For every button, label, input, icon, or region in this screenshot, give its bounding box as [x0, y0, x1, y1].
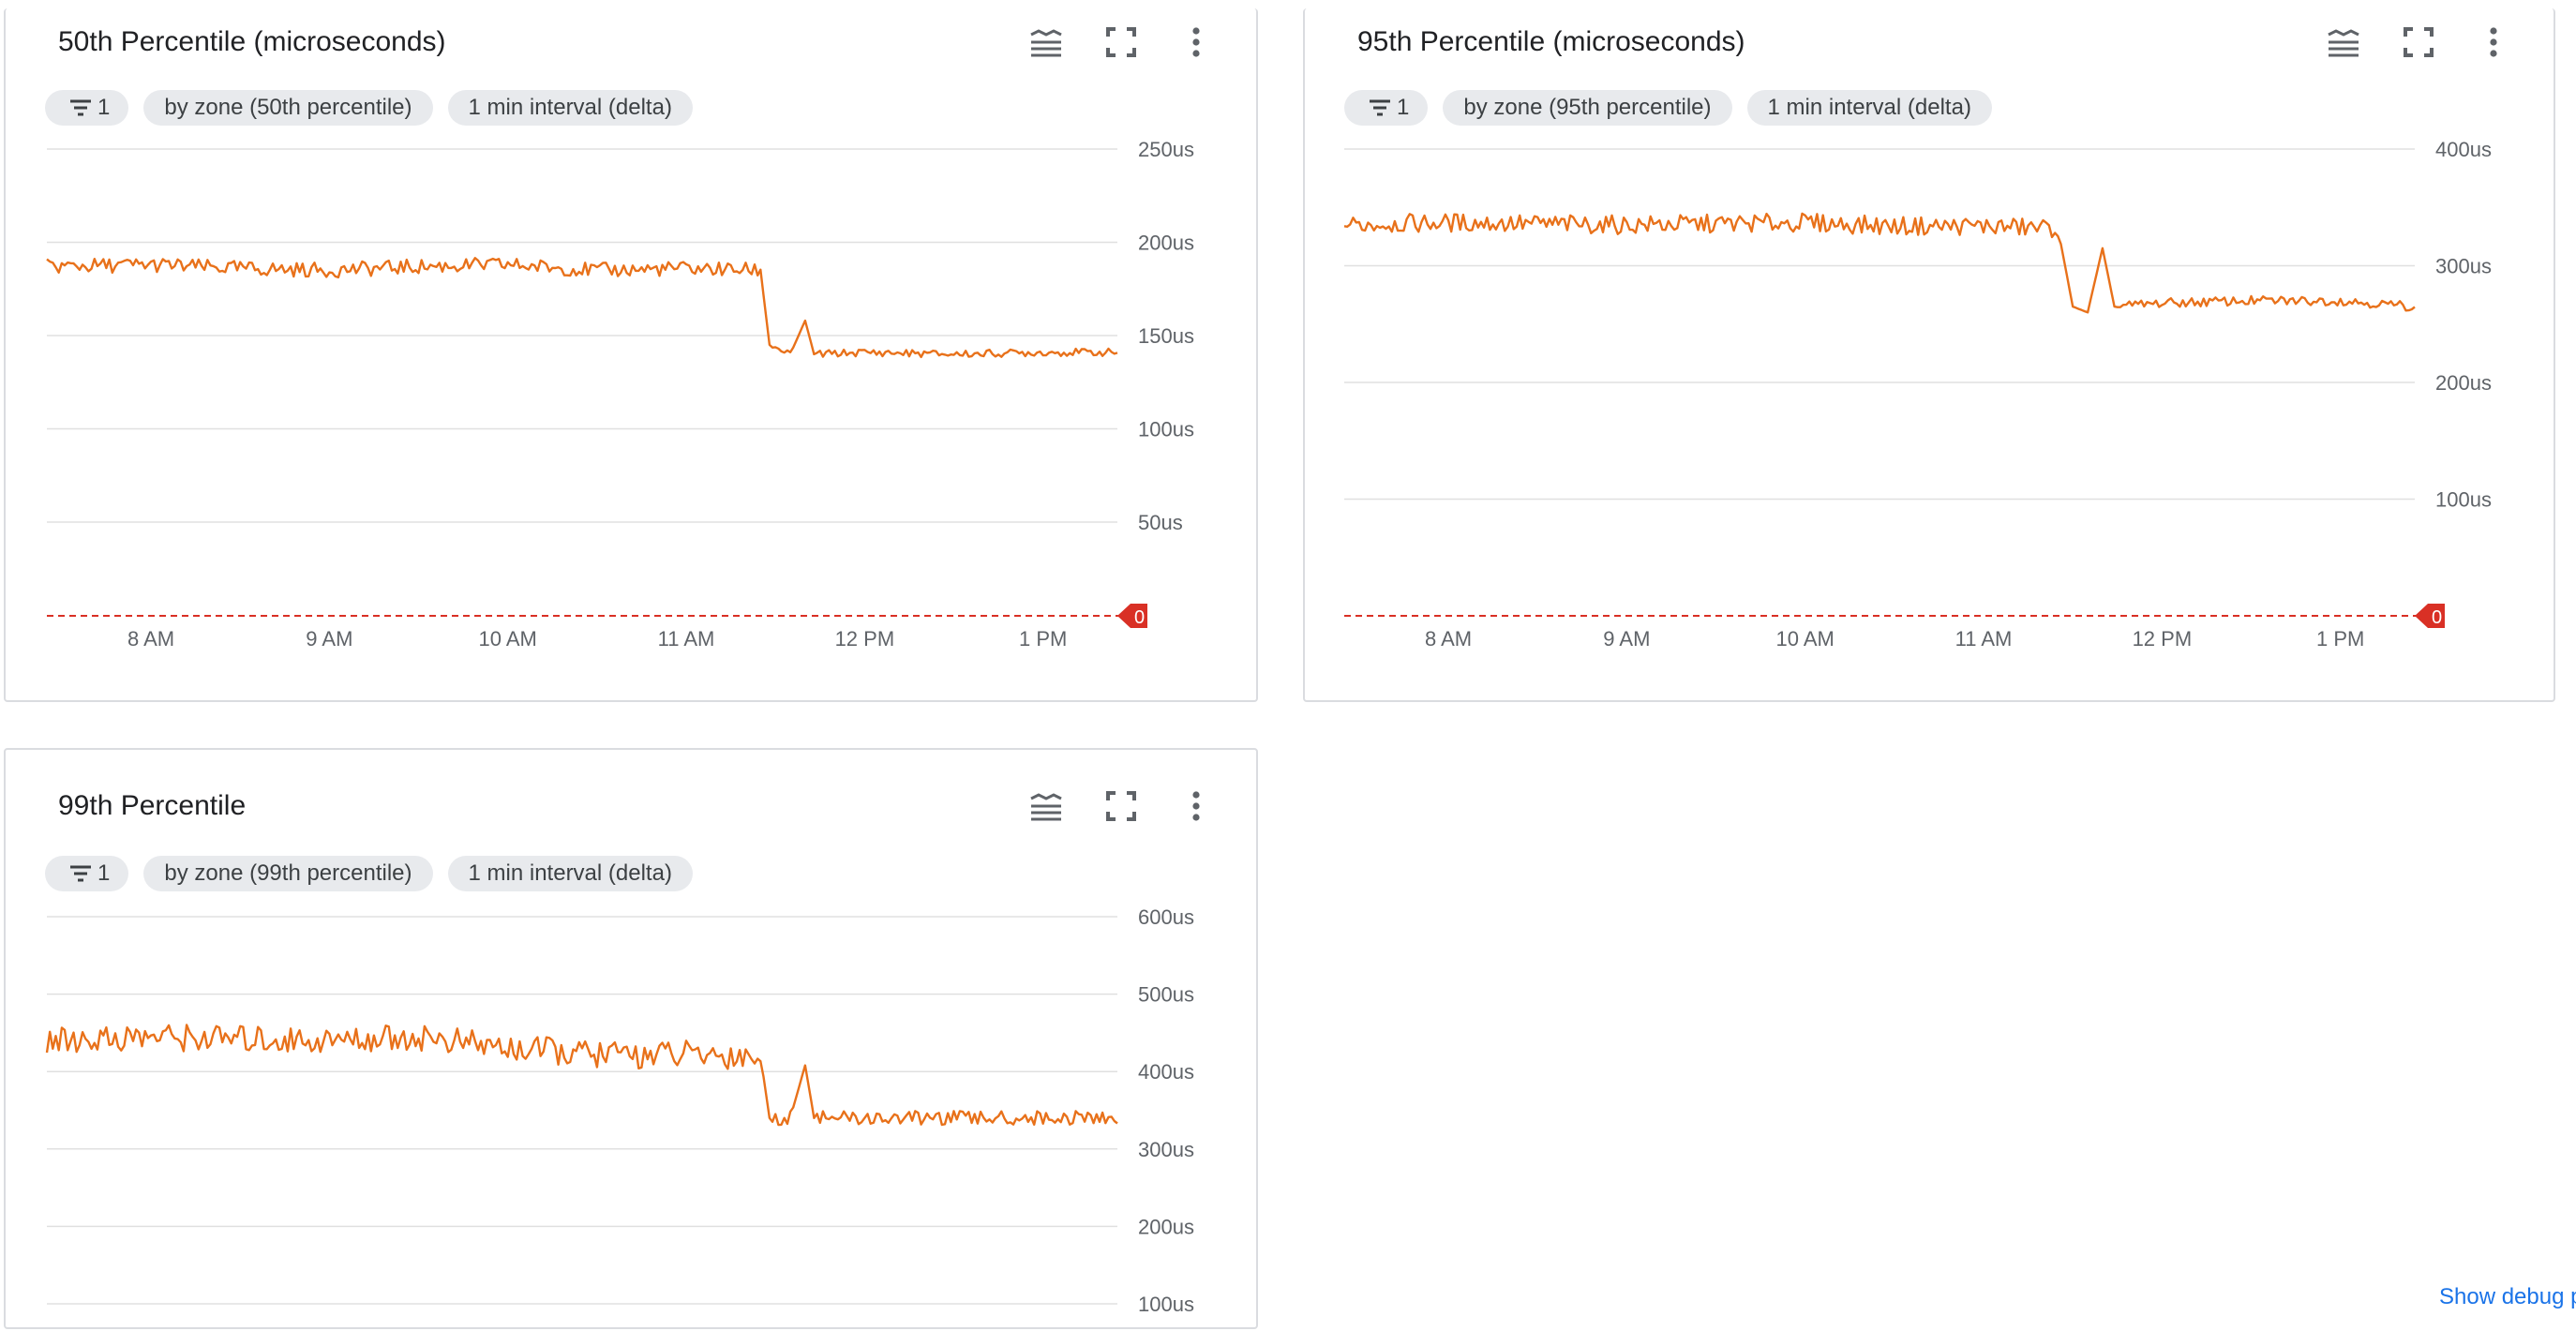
chip-row: 1 by zone (50th percentile) 1 min interv… — [45, 89, 708, 127]
threshold-label: 0 — [1134, 607, 1145, 628]
more-vert-icon[interactable] — [1177, 787, 1215, 825]
x-tick-label: 10 AM — [479, 627, 537, 651]
threshold-marker[interactable] — [1117, 604, 1147, 628]
card-toolbar — [2287, 23, 2512, 61]
card-title: 95th Percentile (microseconds) — [1357, 26, 1745, 57]
filter-count: 1 — [97, 95, 111, 120]
group-by-chip[interactable]: by zone (50th percentile) — [143, 90, 433, 126]
filter-chip[interactable]: 1 — [45, 856, 129, 891]
card-toolbar — [990, 787, 1215, 825]
series-line[interactable] — [46, 257, 1118, 359]
x-tick-label: 8 AM — [127, 627, 174, 651]
filter-count: 1 — [1397, 95, 1410, 120]
x-tick-label: 9 AM — [306, 627, 352, 651]
x-tick-label: 1 PM — [1019, 627, 1067, 651]
more-vert-icon[interactable] — [2475, 23, 2512, 61]
line-chart: 600us 500us 400us 300us 200us 100us — [45, 905, 1194, 1316]
y-tick-label: 100us — [1138, 1293, 1194, 1316]
line-chart: 250us 200us 150us 100us 50us 0 8 AM 9 AM 10 AM 11… — [46, 138, 1194, 651]
filter-list-icon — [70, 99, 91, 116]
filter-list-icon — [70, 865, 91, 882]
stacked-lines-icon[interactable] — [1027, 23, 1065, 61]
card-toolbar — [990, 23, 1215, 61]
x-tick-label: 12 PM — [2133, 627, 2193, 651]
chart-card-p95: 95th Percentile (microseconds) 1 by zone… — [1303, 8, 2555, 702]
x-tick-label: 1 PM — [2316, 627, 2364, 651]
fullscreen-icon[interactable] — [1102, 787, 1140, 825]
interval-chip[interactable]: 1 min interval (delta) — [447, 856, 693, 891]
fullscreen-icon[interactable] — [1102, 23, 1140, 61]
y-tick-label: 200us — [2435, 371, 2492, 395]
filter-count: 1 — [97, 860, 111, 886]
x-tick-label: 11 AM — [658, 627, 715, 651]
chip-row: 1 by zone (99th percentile) 1 min interv… — [45, 855, 708, 892]
group-by-chip[interactable]: by zone (95th percentile) — [1443, 90, 1732, 126]
group-by-chip[interactable]: by zone (99th percentile) — [143, 856, 433, 891]
filter-chip[interactable]: 1 — [45, 90, 129, 126]
y-tick-label: 300us — [2435, 255, 2492, 278]
show-debug-link[interactable]: Show debug p — [2439, 1284, 2576, 1309]
card-title: 99th Percentile — [58, 790, 247, 821]
filter-list-icon — [1370, 99, 1390, 116]
y-tick-label: 600us — [1138, 905, 1194, 929]
interval-chip[interactable]: 1 min interval (delta) — [447, 90, 693, 126]
card-title: 50th Percentile (microseconds) — [58, 26, 446, 57]
y-tick-label: 150us — [1138, 324, 1194, 348]
interval-chip[interactable]: 1 min interval (delta) — [1746, 90, 1992, 126]
y-tick-label: 250us — [1138, 138, 1194, 161]
y-tick-label: 300us — [1138, 1138, 1194, 1161]
y-tick-label: 500us — [1138, 983, 1194, 1007]
stacked-lines-icon[interactable] — [2325, 23, 2362, 61]
stacked-lines-icon[interactable] — [1027, 787, 1065, 825]
threshold-marker[interactable] — [2415, 604, 2445, 628]
series-line[interactable] — [1343, 212, 2416, 314]
y-tick-label: 200us — [1138, 232, 1194, 255]
x-tick-label: 9 AM — [1603, 627, 1650, 651]
x-tick-label: 10 AM — [1776, 627, 1835, 651]
y-tick-label: 50us — [1138, 511, 1183, 534]
y-tick-label: 400us — [2435, 138, 2492, 161]
x-tick-label: 11 AM — [1955, 627, 2013, 651]
chip-row: 1 by zone (95th percentile) 1 min interv… — [1344, 89, 2007, 127]
series-line[interactable] — [45, 1024, 1118, 1127]
threshold-label: 0 — [2432, 607, 2442, 628]
x-tick-label: 12 PM — [835, 627, 895, 651]
more-vert-icon[interactable] — [1177, 23, 1215, 61]
y-tick-label: 100us — [2435, 488, 2492, 512]
x-tick-label: 8 AM — [1425, 627, 1472, 651]
y-tick-label: 400us — [1138, 1060, 1194, 1084]
filter-chip[interactable]: 1 — [1344, 90, 1429, 126]
y-tick-label: 100us — [1138, 418, 1194, 441]
y-tick-label: 200us — [1138, 1215, 1194, 1238]
line-chart: 400us 300us 200us 100us 0 8 AM 9 AM 10 AM 11 AM 1… — [1343, 138, 2492, 651]
chart-card-p50: 50th Percentile (microseconds) 1 by zone… — [4, 8, 1258, 702]
fullscreen-icon[interactable] — [2400, 23, 2437, 61]
chart-card-p99: 99th Percentile 1 by zone (99th percenti… — [4, 748, 1258, 1329]
